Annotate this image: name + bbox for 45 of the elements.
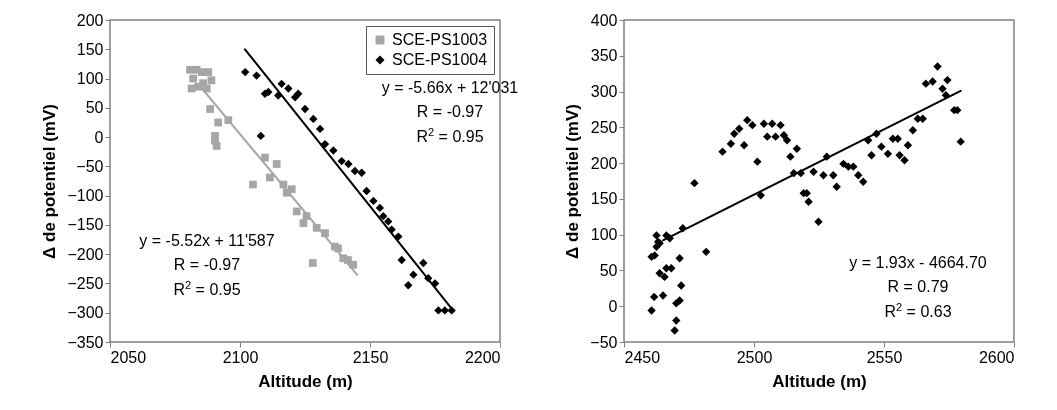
y-axis-title: Δ de potentiel (mV) bbox=[40, 104, 60, 259]
y-axis-title: Δ de potentiel (mV) bbox=[563, 104, 583, 259]
y-tick-label: −250 bbox=[67, 274, 104, 292]
x-tick-label: 2450 bbox=[624, 348, 661, 366]
y-tick-label: 50 bbox=[85, 99, 104, 117]
y-tick-label: 100 bbox=[76, 70, 104, 88]
annotation: R$^{2}$ = 0.63 bbox=[884, 300, 952, 322]
annotation: y = 1.93x - 4664.70 bbox=[849, 254, 987, 272]
x-tick-label: 2050 bbox=[110, 348, 147, 366]
legend-label: SCE-PS1003 bbox=[392, 31, 488, 48]
y-tick-label: −100 bbox=[67, 187, 104, 205]
annotation: R$^{2}$ = 0.95 bbox=[416, 125, 484, 147]
y-tick-label: 200 bbox=[76, 11, 104, 29]
annotation: R = -0.97 bbox=[173, 256, 241, 274]
y-tick-label: 150 bbox=[590, 190, 618, 208]
annotation: R = 0.79 bbox=[887, 278, 949, 296]
x-axis-title: Altitude (m) bbox=[772, 371, 867, 391]
y-tick-label: 400 bbox=[590, 11, 618, 29]
y-tick-label: 0 bbox=[608, 297, 618, 315]
y-tick-label: 50 bbox=[599, 261, 618, 279]
x-tick-label: 2150 bbox=[352, 348, 389, 366]
y-tick-label: −200 bbox=[67, 245, 104, 263]
annotation: y = -5.52x + 11'587 bbox=[139, 232, 275, 250]
y-tick-label: −50 bbox=[76, 157, 104, 175]
y-tick-label: 0 bbox=[94, 128, 104, 146]
x-axis-title: Altitude (m) bbox=[258, 371, 353, 391]
annotation: y = -5.66x + 12'031 bbox=[381, 79, 519, 97]
y-tick-label: −50 bbox=[590, 333, 618, 351]
x-tick-label: 2200 bbox=[464, 348, 501, 366]
x-tick-label: 2100 bbox=[222, 348, 259, 366]
y-tick-label: −300 bbox=[67, 304, 104, 322]
x-tick-label: 2550 bbox=[866, 348, 903, 366]
y-tick-label: −350 bbox=[67, 333, 104, 351]
x-tick-label: 2600 bbox=[978, 348, 1015, 366]
annotation: R$^{2}$ = 0.95 bbox=[173, 278, 241, 300]
y-tick-label: 200 bbox=[590, 154, 618, 172]
y-tick-label: 300 bbox=[590, 83, 618, 101]
annotation: R = -0.97 bbox=[416, 103, 484, 121]
legend-label: SCE-PS1004 bbox=[392, 51, 488, 68]
y-tick-label: 250 bbox=[590, 118, 618, 136]
y-tick-label: 350 bbox=[590, 47, 618, 65]
y-tick-label: 150 bbox=[76, 40, 104, 58]
y-tick-label: 100 bbox=[590, 226, 618, 244]
x-tick-label: 2500 bbox=[736, 348, 773, 366]
y-tick-label: −150 bbox=[67, 216, 104, 234]
